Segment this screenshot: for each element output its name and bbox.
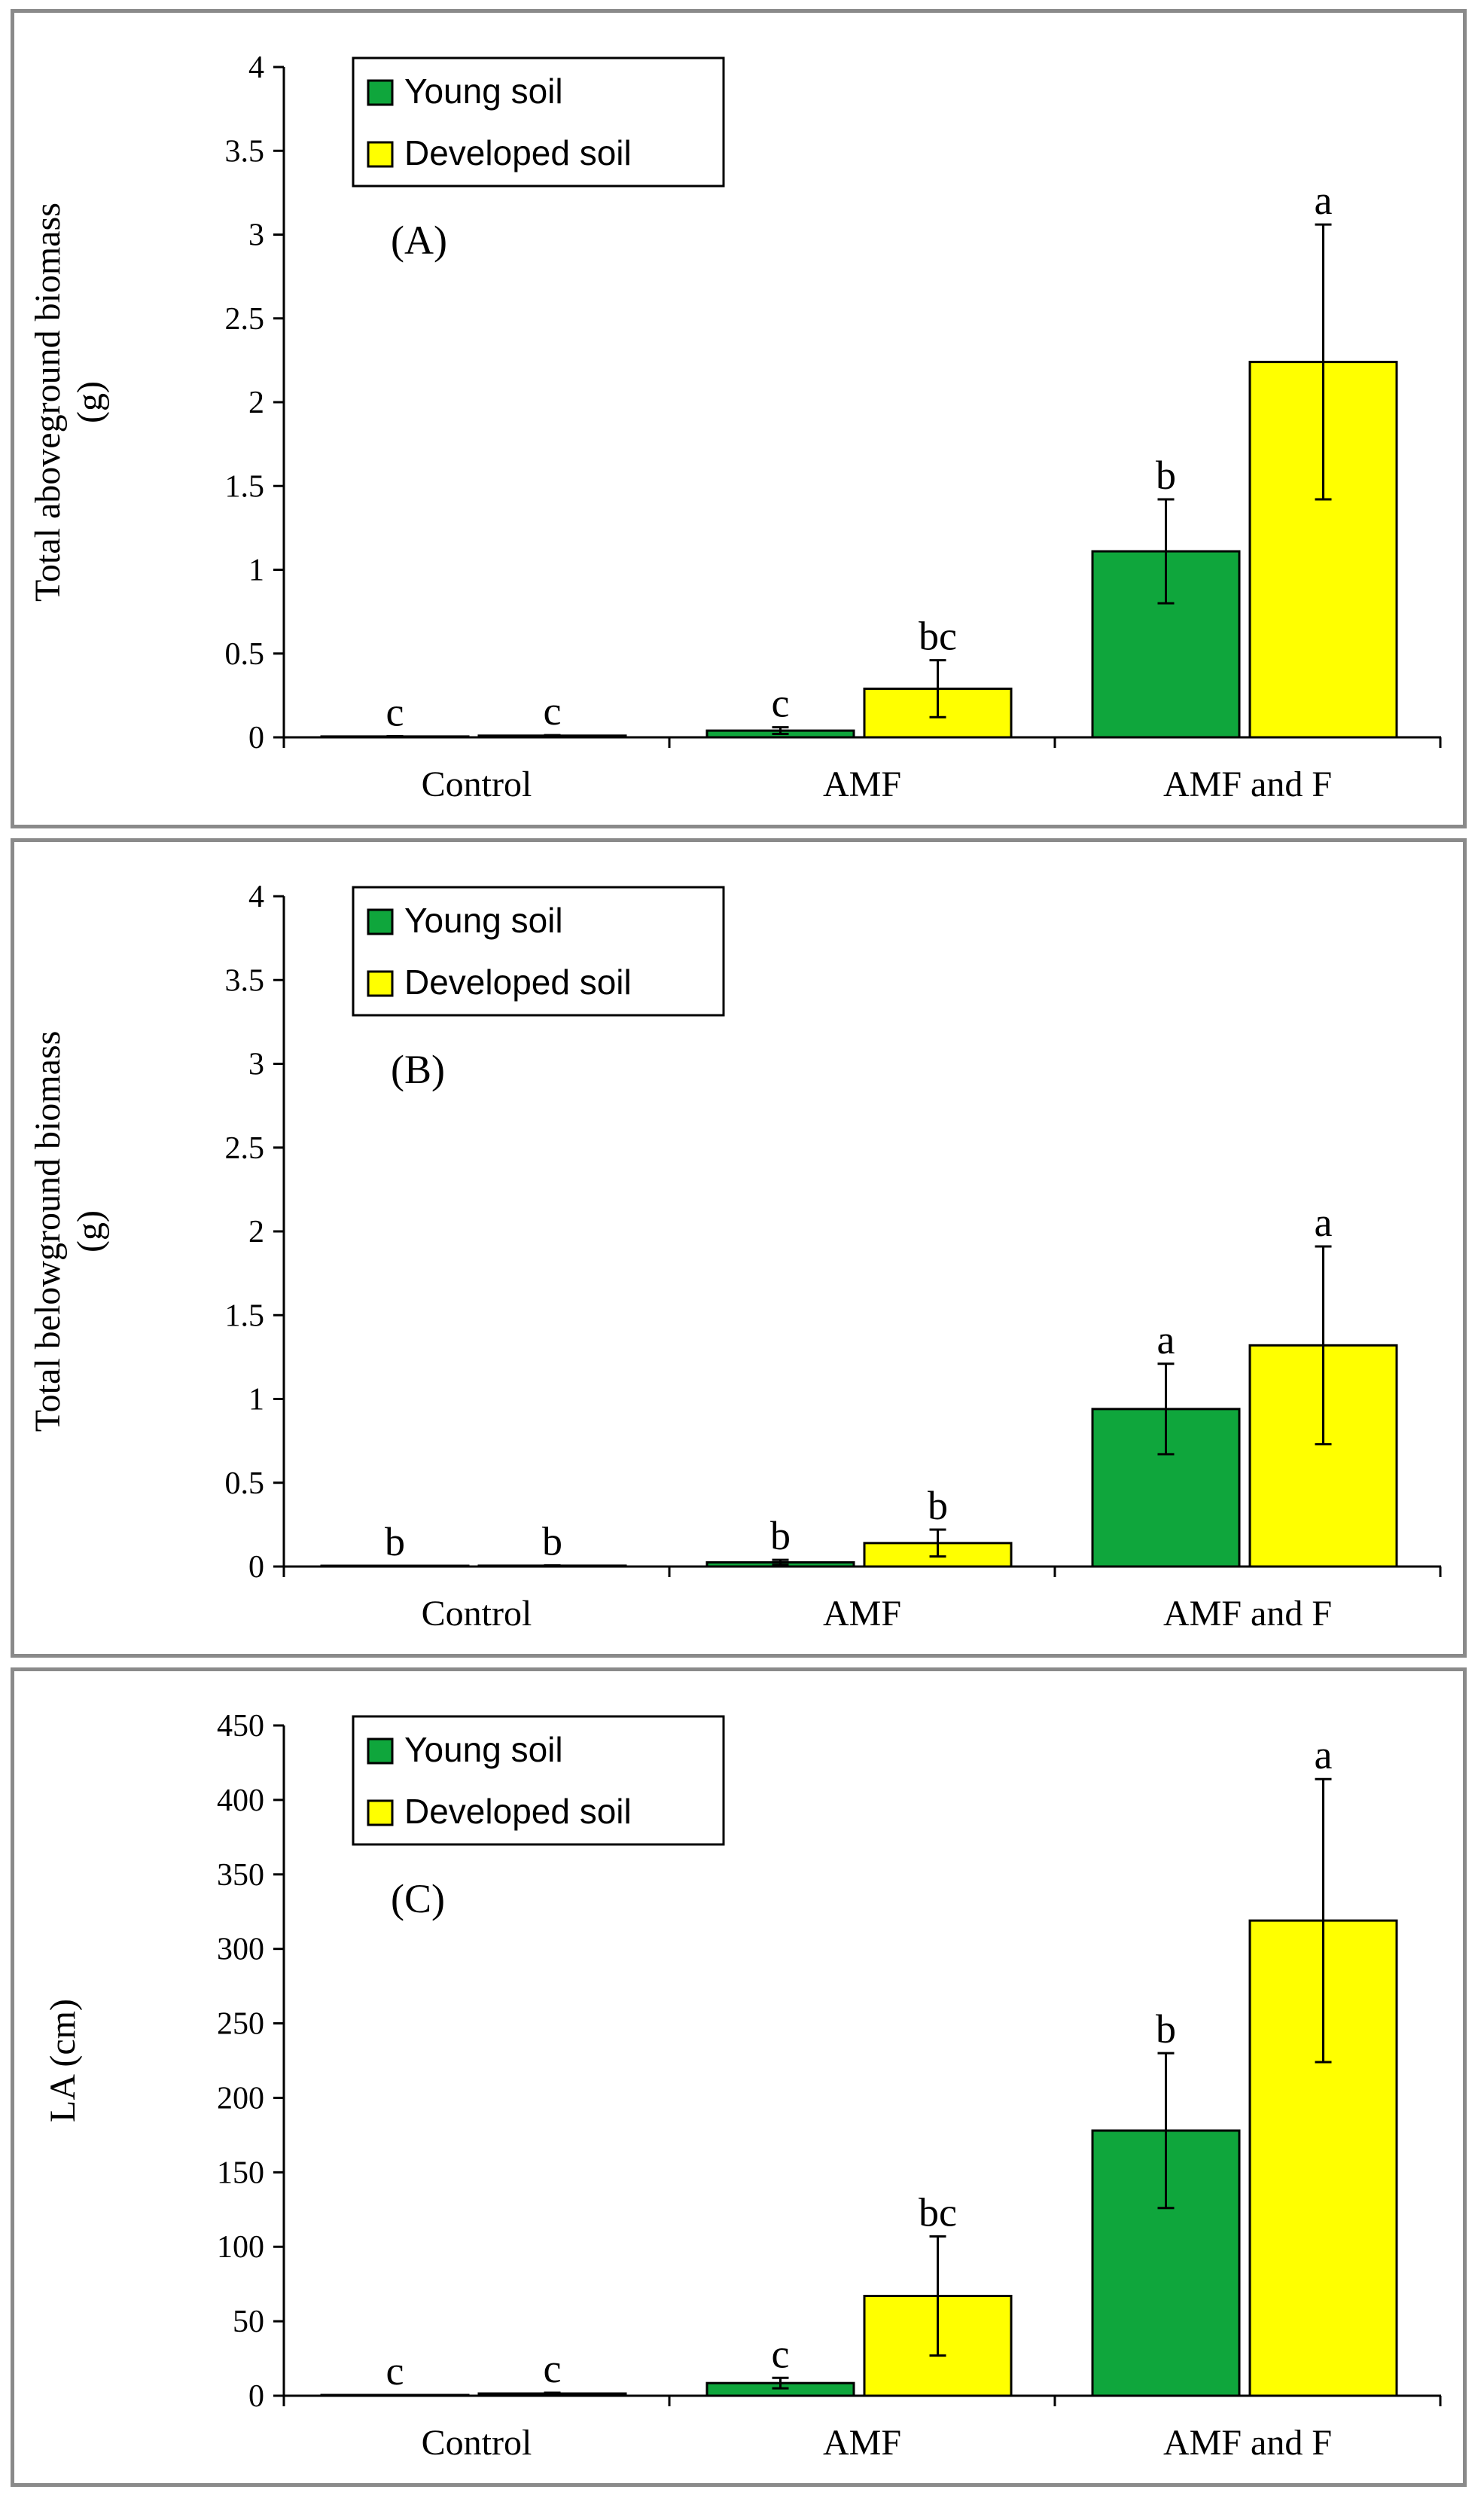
- category-label: AMF: [823, 2423, 901, 2463]
- y-tick-label: 2: [248, 386, 264, 420]
- legend-label: Young soil: [404, 72, 563, 111]
- category-label: AMF: [823, 1594, 901, 1634]
- y-tick-label: 2.5: [225, 302, 265, 337]
- significance-letter: c: [544, 688, 562, 734]
- legend-label: Young soil: [404, 901, 563, 940]
- significance-letter: b: [542, 1518, 562, 1564]
- y-axis-label-line: (g): [70, 381, 110, 423]
- y-tick-label: 350: [217, 1858, 264, 1893]
- chart-c: 0 50 100 150 200 250 300 350 400 450 Control AMF AMF…: [43, 1709, 1442, 2463]
- significance-letter: c: [386, 689, 404, 734]
- significance-letter: c: [772, 681, 790, 726]
- legend-swatch: [367, 1799, 394, 1826]
- category-label: Control: [422, 2423, 532, 2463]
- y-tick-label: 250: [217, 2007, 264, 2042]
- legend-label: Developed soil: [404, 1792, 632, 1831]
- y-axis-label-line: Total aboveground biomass: [28, 203, 68, 602]
- category-label: AMF and F: [1163, 2423, 1332, 2463]
- y-tick-label: 3: [248, 1048, 264, 1082]
- y-tick-label: 1: [248, 554, 264, 588]
- panel-label: (B): [391, 1047, 445, 1092]
- legend-swatch: [367, 908, 394, 935]
- significance-letter: bc: [919, 2189, 957, 2235]
- y-axis-label: Total belowground biomass (g): [28, 1031, 110, 1432]
- legend-label: Developed soil: [404, 963, 632, 1002]
- legend-box: [352, 1715, 725, 1846]
- y-tick-label: 100: [217, 2230, 264, 2265]
- category-label: AMF and F: [1163, 764, 1332, 804]
- category-label: AMF and F: [1163, 1594, 1332, 1634]
- significance-letter: a: [1315, 1200, 1333, 1245]
- panel-label: (C): [391, 1876, 445, 1921]
- y-tick-label: 3.5: [225, 963, 265, 998]
- legend-box: [352, 56, 725, 188]
- y-tick-label: 300: [217, 1933, 264, 1967]
- significance-letter: b: [928, 1483, 948, 1528]
- y-axis-label-line: (g): [70, 1210, 110, 1252]
- legend-label: Developed soil: [404, 133, 632, 172]
- y-tick-label: 3: [248, 218, 264, 253]
- panel-b: 0 0.5 1 1.5 2 2.5 3 3.5 4 Control AMF AMF and F b b a b…: [11, 838, 1467, 1658]
- category-label: Control: [422, 1594, 532, 1634]
- y-axis-label: LA (cm): [43, 1999, 83, 2122]
- significance-letter: c: [386, 2348, 404, 2393]
- y-tick-label: 1: [248, 1383, 264, 1417]
- category-label: AMF: [823, 764, 901, 804]
- y-tick-label: 3.5: [225, 134, 265, 169]
- legend-swatch: [367, 970, 394, 997]
- y-tick-label: 4: [248, 50, 264, 85]
- y-tick-label: 2: [248, 1215, 264, 1249]
- legend: Young soil Developed soil: [352, 886, 725, 1017]
- significance-letter: b: [1156, 453, 1176, 498]
- y-tick-label: 150: [217, 2155, 264, 2190]
- y-tick-label: 200: [217, 2081, 264, 2116]
- significance-letter: c: [772, 2331, 790, 2376]
- y-tick-label: 0.5: [225, 637, 265, 672]
- legend-swatch: [367, 79, 394, 106]
- panel-c: 0 50 100 150 200 250 300 350 400 450 Control AMF AMF…: [11, 1667, 1467, 2487]
- significance-letter: a: [1315, 1732, 1333, 1777]
- y-tick-label: 50: [233, 2305, 264, 2339]
- significance-letter: b: [770, 1513, 791, 1558]
- significance-letter: bc: [919, 614, 957, 659]
- significance-letter: a: [1157, 1317, 1175, 1362]
- y-axis-label-line: Total belowground biomass: [28, 1031, 68, 1432]
- y-axis-label: Total aboveground biomass (g): [28, 203, 110, 602]
- y-tick-label: 1.5: [225, 469, 265, 504]
- significance-letter: c: [544, 2346, 562, 2391]
- significance-letter: a: [1315, 178, 1333, 223]
- panel-label: (A): [391, 218, 447, 263]
- legend: Young soil Developed soil: [352, 56, 725, 188]
- category-label: Control: [422, 764, 532, 804]
- chart-b: 0 0.5 1 1.5 2 2.5 3 3.5 4 Control AMF AMF and F b b a b…: [28, 880, 1442, 1634]
- y-tick-label: 0: [248, 721, 264, 755]
- legend-label: Young soil: [404, 1730, 563, 1769]
- y-tick-label: 1.5: [225, 1298, 265, 1333]
- y-tick-label: 0: [248, 2379, 264, 2414]
- y-tick-label: 450: [217, 1709, 264, 1744]
- significance-letter: b: [1156, 2006, 1176, 2052]
- significance-letter: b: [385, 1519, 405, 1564]
- y-axis-label-line: LA (cm): [43, 1999, 83, 2122]
- legend-swatch: [367, 141, 394, 168]
- y-tick-label: 4: [248, 880, 264, 914]
- y-tick-label: 0: [248, 1550, 264, 1585]
- y-tick-label: 0.5: [225, 1466, 265, 1501]
- legend-box: [352, 886, 725, 1017]
- legend: Young soil Developed soil: [352, 1715, 725, 1846]
- legend-swatch: [367, 1737, 394, 1765]
- y-tick-label: 2.5: [225, 1131, 265, 1166]
- y-tick-label: 400: [217, 1783, 264, 1818]
